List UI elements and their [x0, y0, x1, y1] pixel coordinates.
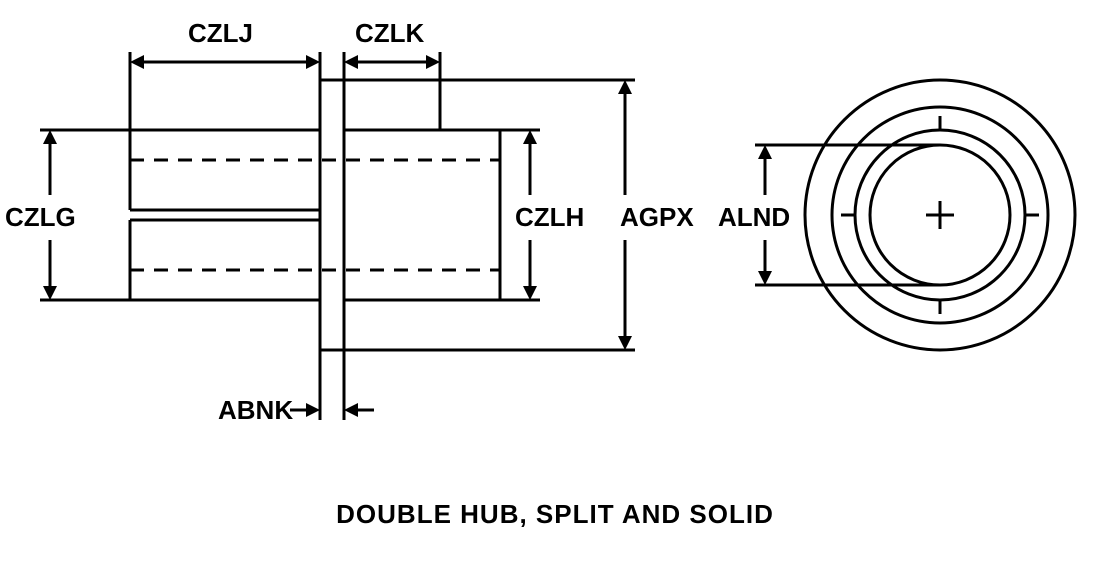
- label-alnd: ALND: [718, 202, 790, 233]
- diagram-container: DOUBLE HUB, SPLIT AND SOLID CZLG CZLJ CZ…: [0, 0, 1110, 570]
- diagram-title: DOUBLE HUB, SPLIT AND SOLID: [0, 499, 1110, 530]
- label-abnk: ABNK: [218, 395, 293, 426]
- label-czlj: CZLJ: [188, 18, 253, 49]
- label-czlk: CZLK: [355, 18, 424, 49]
- label-czlg: CZLG: [5, 202, 76, 233]
- technical-drawing: [0, 0, 1110, 570]
- label-czlh: CZLH: [515, 202, 584, 233]
- label-agpx: AGPX: [620, 202, 694, 233]
